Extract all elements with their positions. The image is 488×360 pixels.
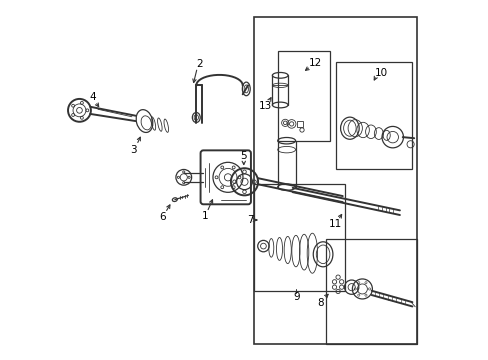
Bar — [335, 62, 411, 169]
Text: 12: 12 — [308, 58, 321, 68]
Bar — [254, 18, 416, 344]
Bar — [254, 184, 345, 291]
Text: 5: 5 — [240, 152, 246, 161]
Text: 10: 10 — [374, 68, 387, 78]
Text: 9: 9 — [292, 292, 299, 302]
Bar — [277, 51, 329, 141]
Text: 6: 6 — [159, 212, 165, 222]
Text: 13: 13 — [259, 101, 272, 111]
Text: 2: 2 — [196, 59, 203, 69]
Text: 3: 3 — [130, 145, 137, 155]
Text: 11: 11 — [328, 219, 341, 229]
Bar — [297, 121, 303, 127]
Text: 1: 1 — [202, 211, 208, 221]
Bar — [325, 239, 416, 344]
Text: 8: 8 — [317, 297, 324, 307]
Text: 4: 4 — [89, 93, 96, 103]
Text: 7: 7 — [247, 215, 253, 225]
